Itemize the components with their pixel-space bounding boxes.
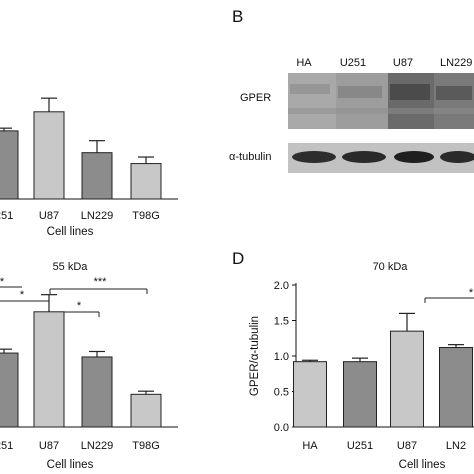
bar [390, 330, 424, 428]
bar [33, 111, 65, 200]
x-axis-label: Cell lines [47, 226, 94, 238]
bar [81, 356, 113, 428]
lane-label-u87: U87 [393, 57, 413, 69]
x-axis-label: Cell lines [47, 459, 94, 471]
x-axis-label: Cell lines [399, 459, 446, 471]
bar [33, 311, 65, 428]
chart-title: 55 kDa [53, 261, 89, 273]
bar [0, 352, 19, 428]
significance-label: * [77, 300, 82, 312]
y-axis-label: GPER/α-tubulin [249, 316, 261, 396]
significance-label: * [0, 276, 5, 288]
significance-label: * [469, 287, 474, 299]
row-label-gper: GPER [240, 92, 271, 104]
lane-label-u251: U251 [340, 57, 366, 69]
y-tick-label: 0.5 [274, 387, 289, 399]
x-tick-label: U251 [347, 440, 373, 452]
y-tick-label: 0.0 [274, 422, 289, 434]
x-tick-label: T98G [132, 440, 160, 452]
lane-label-ha: HA [296, 57, 312, 69]
bar [439, 346, 473, 428]
bar [130, 163, 162, 200]
chart-title: 70 kDa [373, 261, 409, 273]
panel-b: B HA U251 U87 LN229 GPER α-tubulin [229, 7, 474, 173]
x-tick-label: 251 [0, 210, 13, 222]
x-tick-label: U87 [397, 440, 417, 452]
tubulin-blot-image [288, 143, 474, 173]
lane-label-ln229: LN229 [440, 57, 472, 69]
x-tick-label: 251 [0, 440, 13, 452]
bar [0, 130, 19, 200]
bar [81, 152, 113, 200]
bar [130, 393, 162, 428]
y-tick-label: 1.0 [274, 351, 289, 363]
panel-letter-b: B [232, 7, 243, 26]
panel-a: 251 U87 LN229 T98G Cell lines [0, 97, 178, 238]
y-tick-label: 1.5 [274, 316, 289, 328]
significance-label: *** [94, 276, 108, 288]
x-tick-label: LN2 [446, 440, 466, 452]
x-tick-label: U87 [39, 210, 59, 222]
x-tick-label: HA [302, 440, 318, 452]
x-tick-label: U87 [39, 440, 59, 452]
bar [343, 361, 377, 428]
x-tick-label: LN229 [81, 440, 113, 452]
bar [293, 361, 327, 428]
panel-letter-d: D [232, 249, 244, 268]
significance-label: * [20, 289, 25, 301]
y-tick-label: 2.0 [274, 280, 289, 292]
x-tick-label: T98G [132, 210, 160, 222]
x-tick-label: LN229 [81, 210, 113, 222]
gper-blot-image [288, 73, 474, 129]
row-label-tubulin: α-tubulin [229, 151, 271, 163]
